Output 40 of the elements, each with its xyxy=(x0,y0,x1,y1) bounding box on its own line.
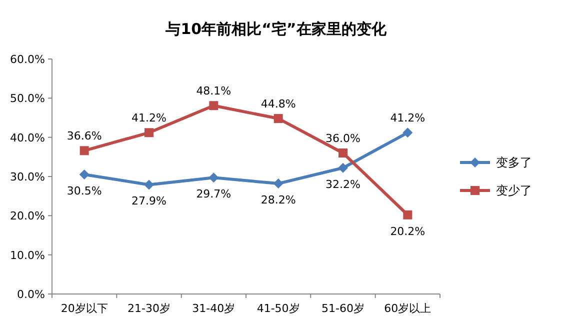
point xyxy=(274,114,283,124)
point xyxy=(209,101,218,110)
x-tick-label: 60岁以上 xyxy=(384,302,432,315)
data-label: 30.5% xyxy=(66,184,102,198)
point xyxy=(80,146,89,156)
y-tick-label: 10.0% xyxy=(10,248,45,262)
x-tick-label: 21-30岁 xyxy=(128,302,170,315)
point xyxy=(273,178,284,189)
point xyxy=(79,170,90,180)
y-tick-label: 40.0% xyxy=(10,131,45,144)
point xyxy=(402,128,413,138)
x-tick-label: 51-60岁 xyxy=(322,302,364,315)
y-tick-label: 30.0% xyxy=(10,170,45,184)
data-label: 28.2% xyxy=(260,194,296,207)
legend-label: 变多了 xyxy=(496,156,532,170)
data-label: 36.0% xyxy=(326,132,360,145)
point xyxy=(144,128,154,138)
x-tick-label: 31-40岁 xyxy=(192,302,236,315)
point xyxy=(338,162,348,173)
data-label: 29.7% xyxy=(196,188,232,201)
point xyxy=(144,180,154,190)
data-label: 27.9% xyxy=(132,194,166,208)
data-label: 44.8% xyxy=(260,98,296,111)
point xyxy=(208,172,219,183)
y-tick-label: 50.0% xyxy=(10,92,45,106)
y-tick-label: 20.0% xyxy=(10,210,45,223)
data-label: 41.2% xyxy=(132,112,166,125)
y-tick-label: 0.0% xyxy=(17,288,45,301)
y-tick-label: 60.0% xyxy=(10,53,45,66)
point xyxy=(338,148,348,158)
data-label: 36.6% xyxy=(66,130,102,143)
data-label: 48.1% xyxy=(196,84,232,98)
legend-label: 变少了 xyxy=(496,184,532,198)
data-label: 20.2% xyxy=(390,224,426,238)
point xyxy=(403,210,412,220)
chart-title: 与10年前相比“宅”在家里的变化 xyxy=(164,20,388,38)
x-tick-label: 20岁以下 xyxy=(60,302,108,315)
data-label: 41.2% xyxy=(390,112,426,125)
x-tick-label: 41-50岁 xyxy=(256,302,300,315)
data-label: 32.2% xyxy=(326,178,360,191)
